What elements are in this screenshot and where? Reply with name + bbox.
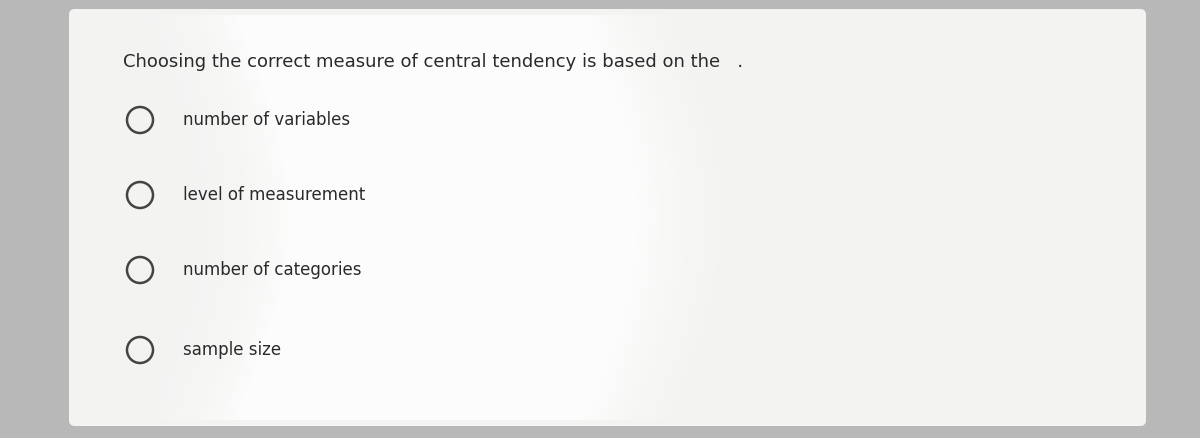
- Text: number of categories: number of categories: [182, 261, 361, 279]
- FancyBboxPatch shape: [70, 9, 1146, 426]
- Text: Choosing the correct measure of central tendency is based on the   .: Choosing the correct measure of central …: [124, 53, 743, 71]
- Text: level of measurement: level of measurement: [182, 186, 365, 204]
- FancyBboxPatch shape: [70, 9, 1146, 426]
- Text: number of variables: number of variables: [182, 111, 350, 129]
- Text: sample size: sample size: [182, 341, 281, 359]
